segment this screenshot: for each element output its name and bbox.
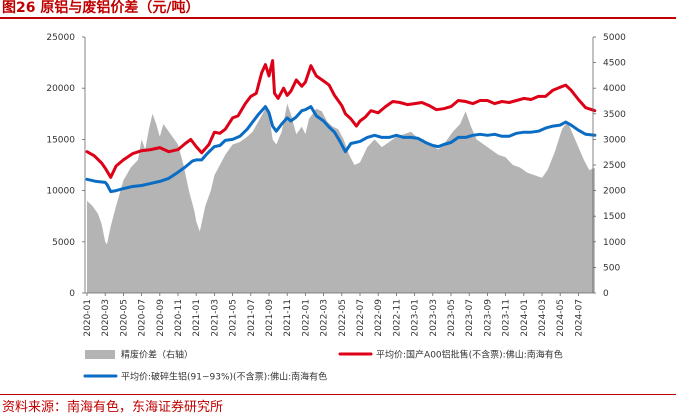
x-tick-label: 2022-09 — [374, 299, 384, 337]
x-tick-label: 2022-11 — [392, 299, 402, 337]
x-tick-label: 2020-09 — [156, 299, 166, 337]
x-tick-label: 2024-07 — [574, 299, 584, 337]
x-tick-label: 2020-03 — [101, 299, 111, 337]
x-tick-label: 2020-07 — [138, 299, 148, 337]
x-tick-label: 2021-01 — [192, 299, 202, 337]
x-tick-label: 2023-03 — [429, 299, 439, 337]
right-tick-label: 0 — [603, 289, 609, 299]
axis-layer: 0 5000 10000 15000 20000 25000 0 500 1000 1500 200… — [46, 33, 626, 337]
right-tick-label: 4500 — [603, 59, 626, 69]
source-rule — [0, 394, 676, 395]
x-tick-label: 2021-05 — [229, 299, 239, 337]
right-tick-label: 4000 — [603, 84, 626, 94]
left-tick-label: 5000 — [52, 238, 75, 248]
legend-item-price-gap-swatch — [85, 350, 115, 359]
right-tick-label: 1000 — [603, 238, 626, 248]
title-rule — [0, 17, 676, 19]
legend-item-scrap-aluminum-label: 平均价:破碎生铝(91~93%)(不含票):佛山:南海有色 — [121, 371, 327, 383]
x-tick-label: 2021-09 — [265, 299, 275, 337]
x-tick-label: 2022-03 — [320, 299, 330, 337]
x-tick-label: 2021-03 — [210, 299, 220, 337]
left-tick-label: 10000 — [46, 187, 75, 197]
right-tick-label: 1500 — [603, 212, 626, 222]
x-tick-label: 2023-05 — [447, 299, 457, 337]
x-tick-label: 2024-05 — [556, 299, 566, 337]
left-tick-label: 20000 — [46, 84, 75, 94]
x-tick-label: 2021-11 — [283, 299, 293, 337]
legend: 精废价差（右轴） 平均价:国产A00铝批售(不含票):佛山:南海有色平均价:破碎生… — [83, 349, 563, 383]
series-area-price-gap — [87, 103, 595, 293]
x-tick-label: 2023-07 — [465, 299, 475, 337]
area-layer — [87, 103, 595, 293]
x-tick-label: 2023-11 — [502, 299, 512, 337]
x-tick-label: 2023-01 — [411, 299, 421, 337]
right-tick-label: 3500 — [603, 110, 626, 120]
right-tick-label: 500 — [603, 263, 620, 273]
right-tick-label: 5000 — [603, 33, 626, 43]
x-tick-label: 2022-01 — [301, 299, 311, 337]
figure-title: 图26 原铝与废铝价差（元/吨） — [2, 0, 200, 16]
x-tick-label: 2020-11 — [174, 299, 184, 337]
x-tick-label: 2022-05 — [338, 299, 348, 337]
x-tick-label: 2021-07 — [247, 299, 257, 337]
x-tick-label: 2024-03 — [538, 299, 548, 337]
series-line-a00-aluminum — [85, 59, 597, 179]
left-tick-label: 15000 — [46, 135, 75, 145]
x-tick-label: 2020-05 — [119, 299, 129, 337]
x-tick-label: 2022-07 — [356, 299, 366, 337]
left-tick-label: 25000 — [46, 33, 75, 43]
x-tick-label: 2023-09 — [483, 299, 493, 337]
series-line-scrap-aluminum — [85, 105, 597, 194]
right-tick-label: 2000 — [603, 187, 626, 197]
legend-item-a00-aluminum-label: 平均价:国产A00铝批售(不含票):佛山:南海有色 — [376, 349, 563, 361]
right-tick-label: 2500 — [603, 161, 626, 171]
left-tick-label: 0 — [69, 289, 75, 299]
x-tick-label: 2024-01 — [520, 299, 530, 337]
right-tick-label: 3000 — [603, 135, 626, 145]
source-note: 资料来源：南海有色，东海证券研究所 — [2, 400, 224, 415]
line-layer — [85, 59, 597, 194]
x-tick-label: 2020-01 — [83, 299, 93, 337]
legend-item-price-gap-label: 精废价差（右轴） — [121, 349, 193, 361]
